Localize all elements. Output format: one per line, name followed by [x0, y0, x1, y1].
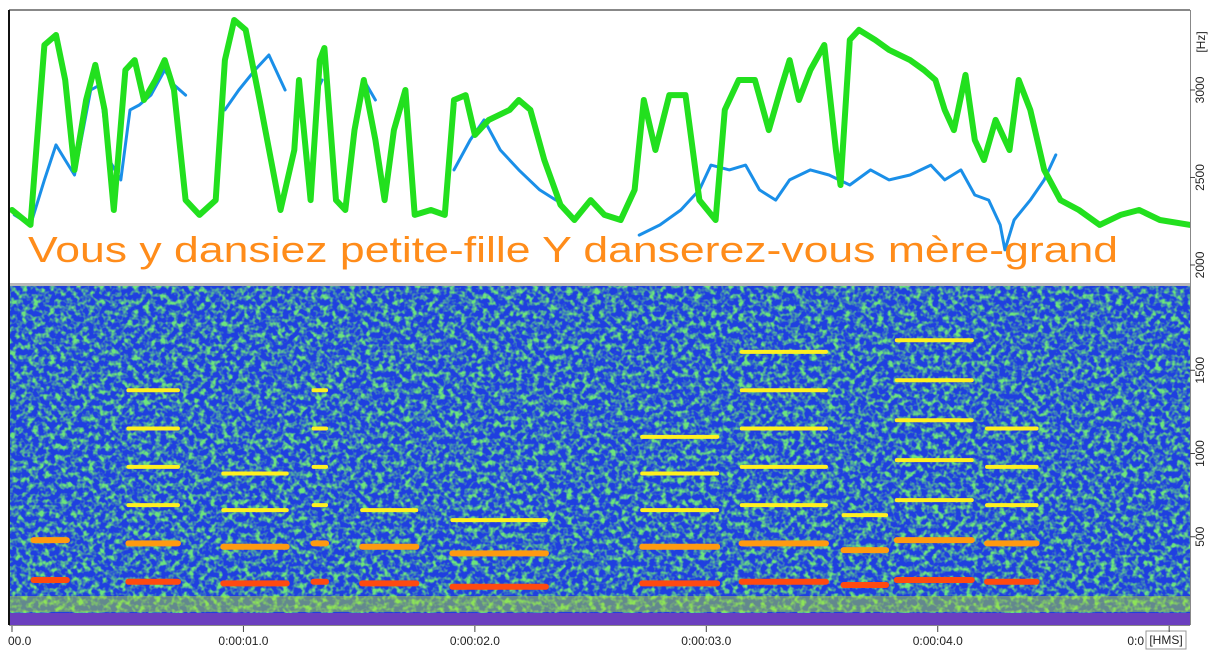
x-tick-label: 00.0 — [8, 634, 32, 648]
spectrogram-noise — [10, 286, 1190, 625]
y-tick-label: 3000 — [1193, 76, 1207, 103]
x-tick-label: 0:00:04.0 — [913, 634, 963, 648]
bottom-band — [10, 613, 1190, 625]
x-axis-unit: [HMS] — [1149, 633, 1182, 647]
x-tick-label: 0:00:03.0 — [681, 634, 731, 648]
y-tick-label: 1500 — [1193, 357, 1207, 384]
transcript: Vous y dansiez petite-fille Y danserez-v… — [28, 229, 1118, 270]
x-tick-label: 0:00:02.0 — [450, 634, 500, 648]
y-tick-label: 1000 — [1193, 440, 1207, 467]
y-tick-label: 2500 — [1193, 164, 1207, 191]
x-tick-label: 0:00:01.0 — [218, 634, 268, 648]
page: {"chart_data": [ {"type": "line", "text"… — [0, 0, 1208, 651]
y-axis-unit: [Hz] — [1194, 31, 1208, 52]
low-band — [10, 596, 1190, 612]
x-tick-label: 0:0 — [1127, 634, 1144, 648]
y-tick-label: 500 — [1193, 526, 1207, 546]
y-tick-label: 2000 — [1193, 251, 1207, 278]
chart: Vous y dansiez petite-fille Y danserez-v… — [0, 0, 1208, 651]
